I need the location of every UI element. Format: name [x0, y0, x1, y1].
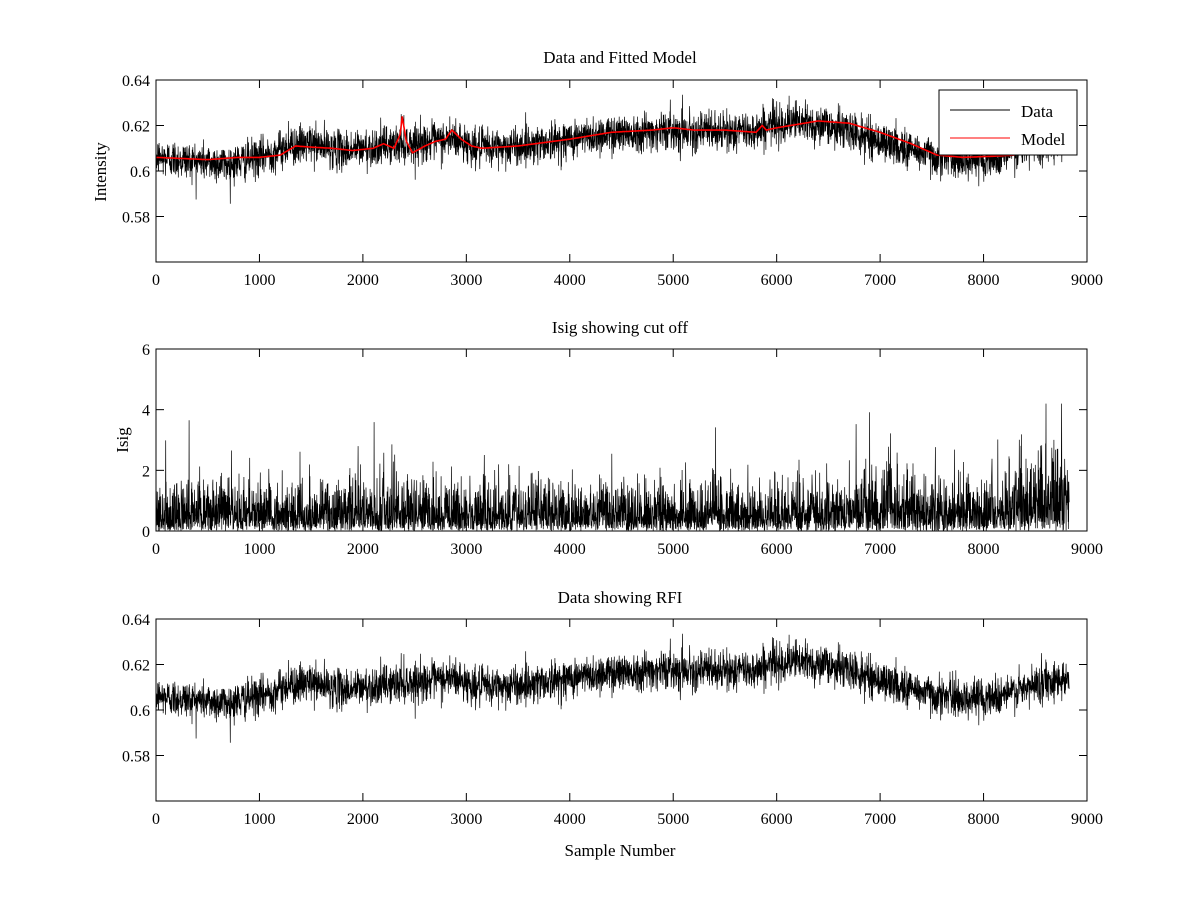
y-tick-label: 0.64: [122, 73, 150, 90]
x-tick-label: 6000: [761, 272, 793, 289]
panel-data-showing-rfi: Data showing RFI Sample Number 0 1000 2000…: [122, 588, 1103, 860]
y-tick-label: 0.58: [122, 210, 150, 227]
x-tick-label: 8000: [968, 541, 1000, 558]
y-tick-label: 0.58: [122, 749, 150, 766]
x-tick-label: 1000: [243, 272, 275, 289]
plot-area: 0 1000 2000 3000 4000 5000 6000 7000 8000 9000 0.5…: [122, 612, 1103, 828]
panel-isig-showing-cut-off: Isig showing cut off Isig 0 1000 2000 3000 4…: [113, 318, 1103, 558]
series-data-rfi-line: [156, 633, 1070, 743]
x-tick-label: 7000: [864, 541, 896, 558]
y-tick-label: 0: [142, 524, 150, 541]
plot-area: 0 1000 2000 3000 4000 5000 6000 7000 8000 9000 0.5…: [122, 73, 1103, 289]
y-tick-label: 0.62: [122, 119, 150, 136]
y-tick-label: 4: [142, 403, 150, 420]
x-tick-label: 9000: [1071, 811, 1103, 828]
series-layer: [156, 94, 1070, 204]
legend-box: [938, 89, 1078, 156]
y-tick-label: 2: [142, 463, 150, 480]
x-tick-label: 3000: [450, 541, 482, 558]
axes: 0 1000 2000 3000 4000 5000 6000 7000 8000 9000 0 2 4…: [142, 342, 1103, 558]
series-model-line: [156, 116, 1015, 161]
y-tick-label: 0.64: [122, 612, 150, 629]
y-axis-label: Intensity: [91, 142, 110, 202]
x-tick-label: 7000: [864, 272, 896, 289]
x-tick-label: 0: [152, 811, 160, 828]
x-tick-label: 2000: [347, 272, 379, 289]
x-tick-label: 6000: [761, 811, 793, 828]
y-axis-label: Isig: [113, 427, 132, 453]
x-tick-label: 3000: [450, 272, 482, 289]
plot-frame: [155, 618, 1088, 802]
x-tick-label: 4000: [554, 272, 586, 289]
series-layer: [156, 633, 1070, 743]
x-tick-label: 1000: [243, 811, 275, 828]
axes: 0 1000 2000 3000 4000 5000 6000 7000 8000 9000 0.5…: [122, 73, 1103, 289]
x-tick-label: 6000: [761, 541, 793, 558]
x-tick-label: 9000: [1071, 272, 1103, 289]
x-tick-label: 1000: [243, 541, 275, 558]
series-isig-line: [156, 403, 1070, 531]
panel-title: Data and Fitted Model: [543, 48, 697, 67]
x-tick-label: 2000: [347, 811, 379, 828]
x-tick-label: 4000: [554, 541, 586, 558]
x-tick-label: 3000: [450, 811, 482, 828]
plot-area: 0 1000 2000 3000 4000 5000 6000 7000 8000 9000 0 2 4…: [142, 342, 1103, 558]
y-tick-label: 0.6: [130, 703, 150, 720]
x-tick-label: 5000: [657, 811, 689, 828]
x-tick-label: 5000: [657, 541, 689, 558]
series-data-line: [156, 94, 1070, 204]
plot-frame: [155, 79, 1088, 263]
series-layer: [156, 403, 1070, 531]
x-tick-label: 8000: [968, 272, 1000, 289]
x-tick-label: 7000: [864, 811, 896, 828]
legend: Data Model: [938, 89, 1078, 156]
x-tick-label: 5000: [657, 272, 689, 289]
legend-entry-data: Data: [1021, 102, 1054, 121]
panel-data-and-fitted-model: Data and Fitted Model Intensity 0 1000 200…: [91, 48, 1103, 289]
axes: 0 1000 2000 3000 4000 5000 6000 7000 8000 9000 0.5…: [122, 612, 1103, 828]
legend-entry-model: Model: [1021, 130, 1066, 149]
y-tick-label: 0.62: [122, 658, 150, 675]
x-tick-label: 4000: [554, 811, 586, 828]
x-tick-label: 9000: [1071, 541, 1103, 558]
x-tick-label: 0: [152, 541, 160, 558]
y-tick-label: 6: [142, 342, 150, 359]
plot-frame: [155, 348, 1088, 532]
panel-title: Isig showing cut off: [552, 318, 688, 337]
y-tick-label: 0.6: [130, 164, 150, 181]
panel-title: Data showing RFI: [558, 588, 683, 607]
x-tick-label: 0: [152, 272, 160, 289]
x-tick-label: 2000: [347, 541, 379, 558]
x-axis-label: Sample Number: [565, 841, 676, 860]
x-tick-label: 8000: [968, 811, 1000, 828]
